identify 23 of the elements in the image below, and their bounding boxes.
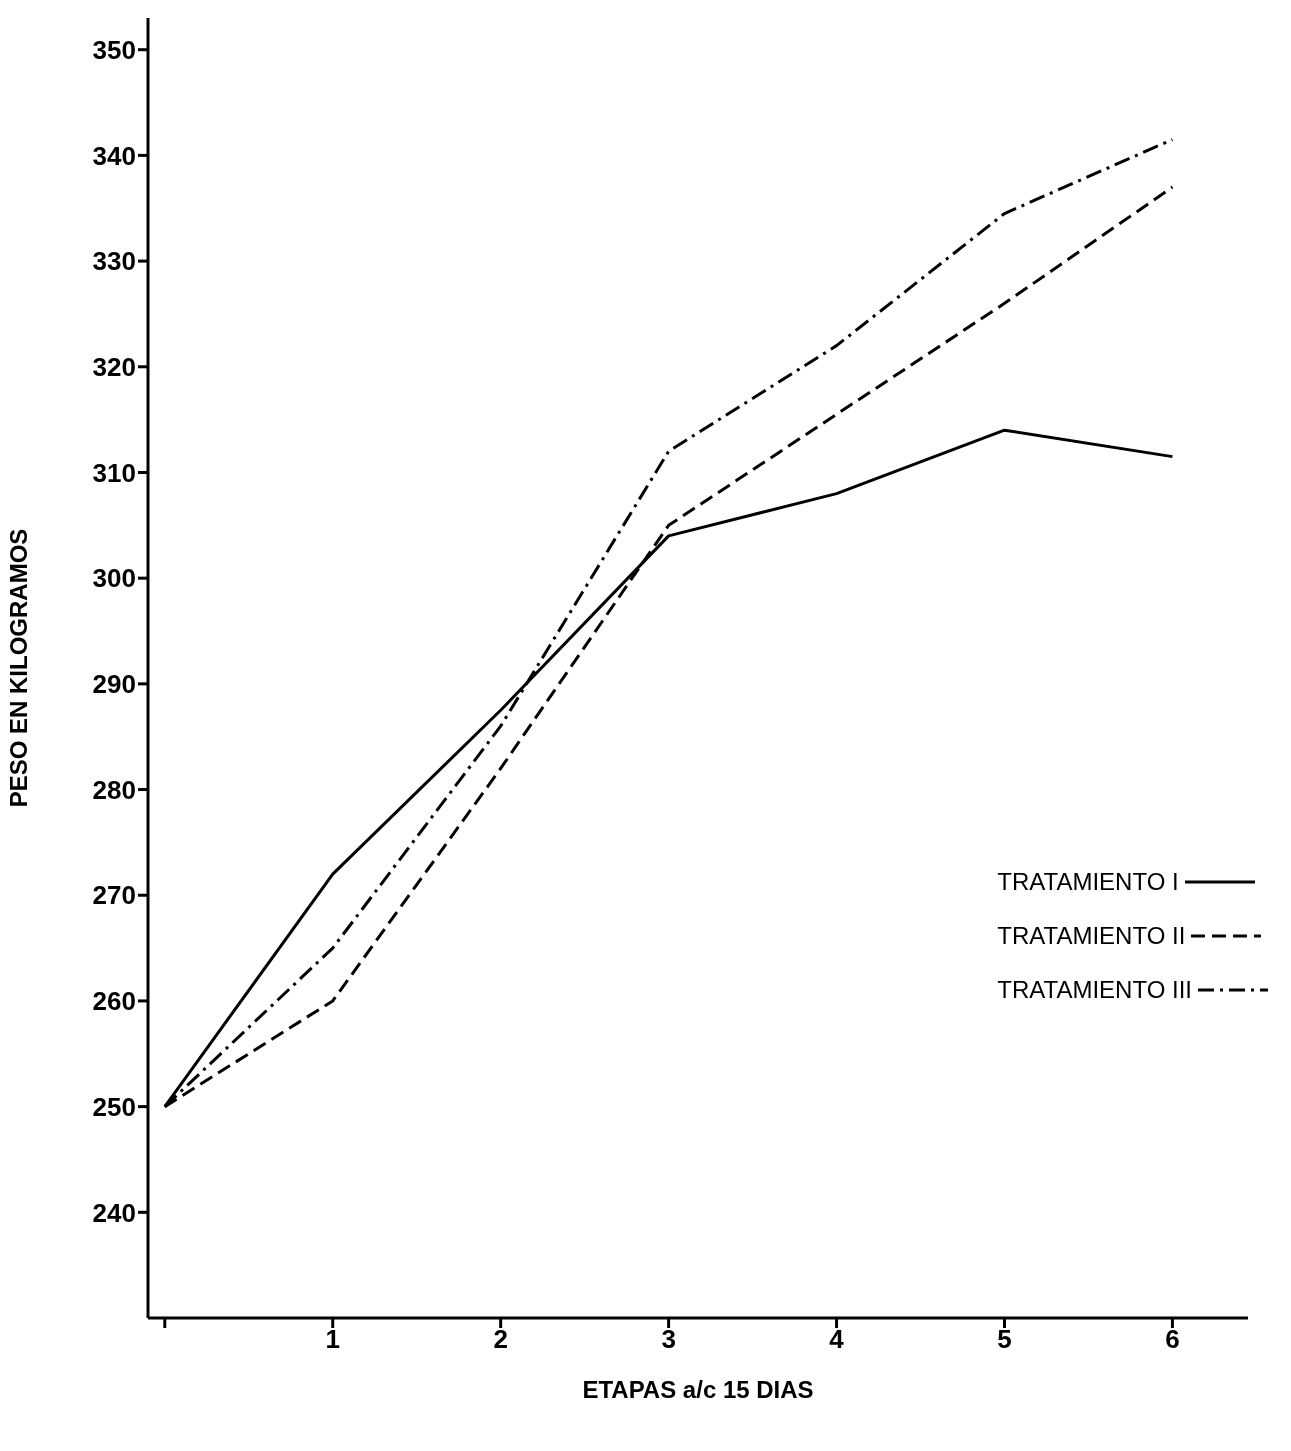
y-tick-label: 270 xyxy=(92,880,136,911)
y-axis-title: PESO EN KILOGRAMOS xyxy=(4,528,32,808)
legend-label: TRATAMIENTO II xyxy=(997,922,1186,950)
y-tick-label: 290 xyxy=(92,669,136,700)
x-tick-label: 5 xyxy=(997,1324,1012,1355)
y-tick-label: 320 xyxy=(92,352,136,383)
y-tick-label: 310 xyxy=(92,457,136,488)
y-tick-label: 260 xyxy=(92,986,136,1017)
x-tick-label: 6 xyxy=(1165,1324,1180,1355)
x-tick-label: 1 xyxy=(325,1324,340,1355)
y-tick-label: 280 xyxy=(92,774,136,805)
legend-label: TRATAMIENTO I xyxy=(997,868,1179,896)
y-tick-label: 340 xyxy=(92,140,136,171)
x-tick-label: 2 xyxy=(493,1324,508,1355)
y-tick-label: 300 xyxy=(92,563,136,594)
legend-label: TRATAMIENTO III xyxy=(997,976,1192,1004)
x-tick-label: 3 xyxy=(661,1324,676,1355)
y-tick-label: 250 xyxy=(92,1091,136,1122)
y-tick-label: 350 xyxy=(92,34,136,65)
y-tick-label: 330 xyxy=(92,246,136,277)
x-axis-title: ETAPAS a/c 15 DIAS xyxy=(582,1376,814,1403)
y-tick-label: 240 xyxy=(92,1197,136,1228)
x-tick-label: 4 xyxy=(829,1324,845,1355)
